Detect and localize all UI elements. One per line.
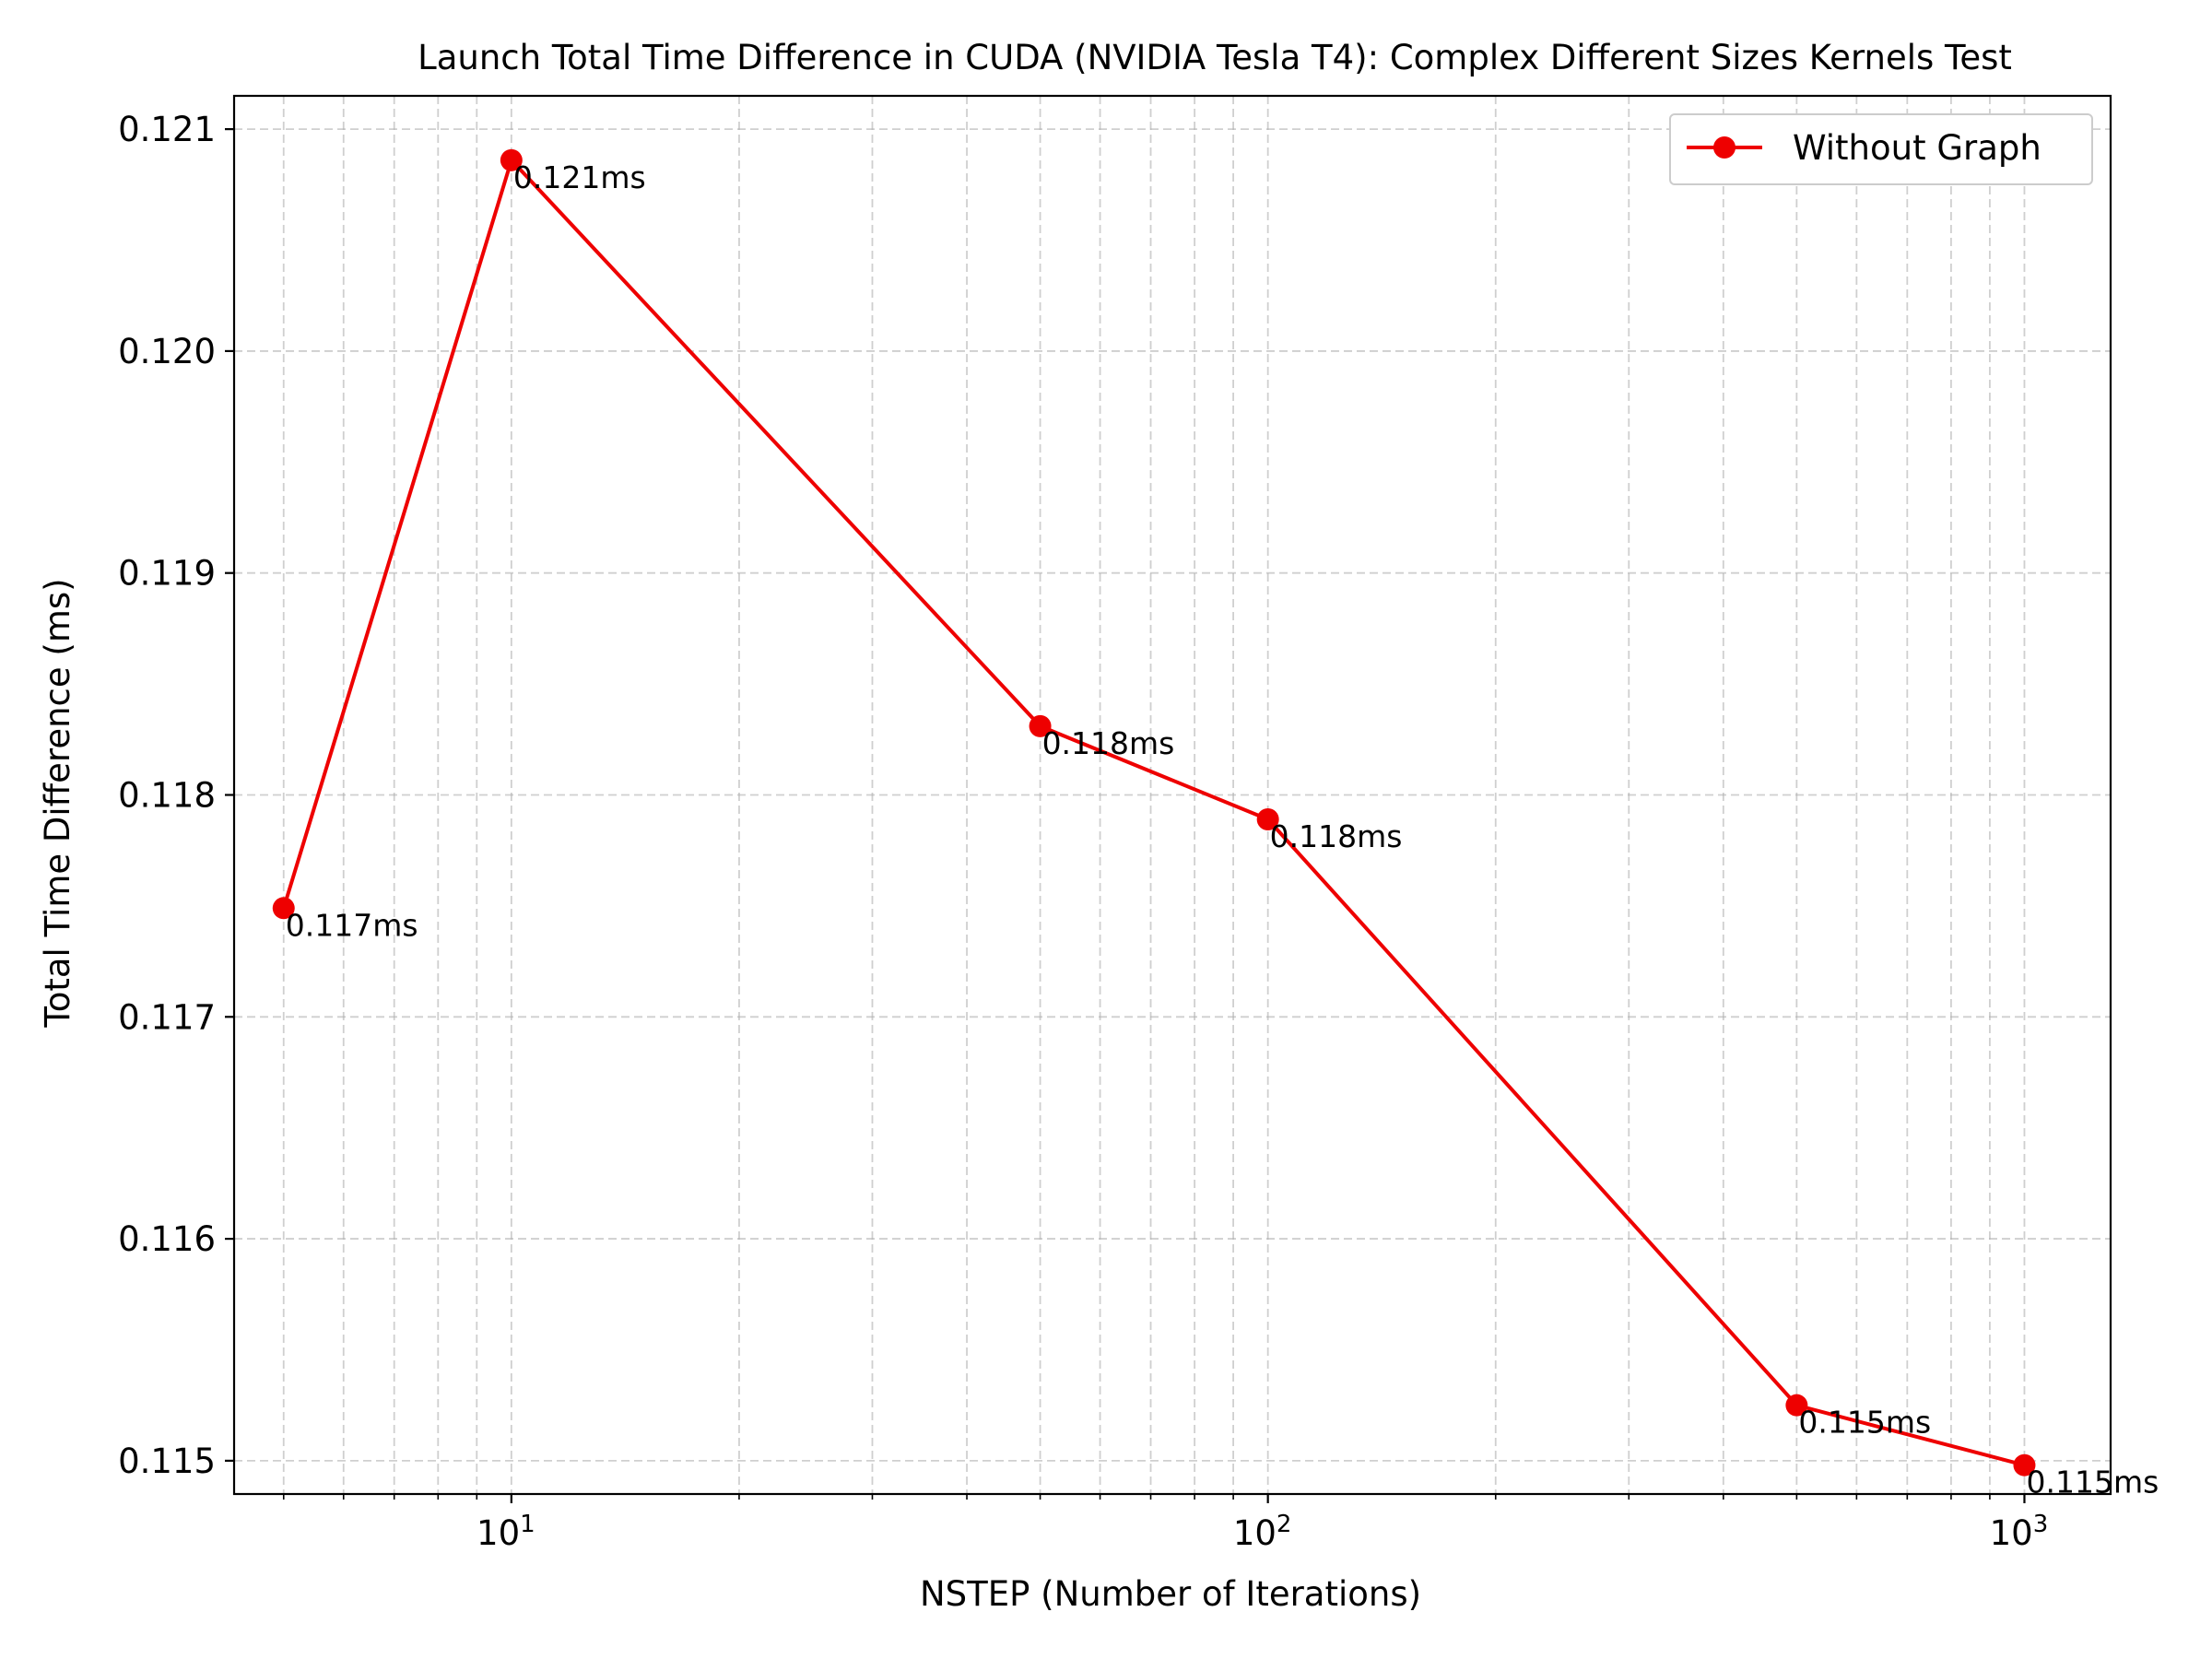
data-label: 0.118ms (1042, 725, 1175, 761)
legend-box (1669, 113, 2093, 185)
data-label: 0.117ms (286, 907, 418, 943)
data-label: 0.115ms (1798, 1405, 1931, 1441)
grid-layer (234, 96, 2111, 1494)
data-label: 0.118ms (1270, 818, 1403, 854)
legend-marker-swatch (1713, 136, 1735, 159)
x-tick-label: 101 (477, 1511, 535, 1553)
y-tick-label: 0.121 (118, 110, 216, 149)
data-point (272, 897, 295, 920)
series-layer (272, 148, 2036, 1477)
series-line (281, 158, 2026, 1467)
y-tick-label: 0.119 (118, 554, 216, 594)
data-point (1029, 714, 1052, 737)
y-tick-label: 0.120 (118, 332, 216, 371)
legend: Without Graph (1669, 113, 2093, 185)
data-label: 0.121ms (513, 159, 646, 195)
chart-title: Launch Total Time Difference in CUDA (NV… (418, 38, 2012, 77)
x-tick-label: 103 (1990, 1511, 2049, 1553)
data-point (1785, 1394, 1808, 1417)
data-point (500, 148, 523, 171)
y-tick-label: 0.116 (118, 1219, 216, 1259)
y-axis-label: Total Time Difference (ms) (38, 578, 77, 1028)
y-tick-label: 0.118 (118, 776, 216, 816)
data-point (1256, 807, 1279, 830)
data-point (2013, 1453, 2036, 1477)
x-tick-label: 102 (1233, 1511, 1292, 1553)
tick-layer: 101 102 103 0.115 0.116 0.117 0.118 0.119 0.120 0… (118, 110, 2048, 1553)
x-axis-label: NSTEP (Number of Iterations) (920, 1574, 1421, 1614)
y-tick-label: 0.115 (118, 1441, 216, 1481)
data-label-layer: 0.117ms0.121ms0.118ms0.118ms0.115ms0.115… (286, 159, 2159, 1500)
y-tick-label: 0.117 (118, 997, 216, 1037)
legend-entry-label: Without Graph (1793, 128, 2041, 168)
